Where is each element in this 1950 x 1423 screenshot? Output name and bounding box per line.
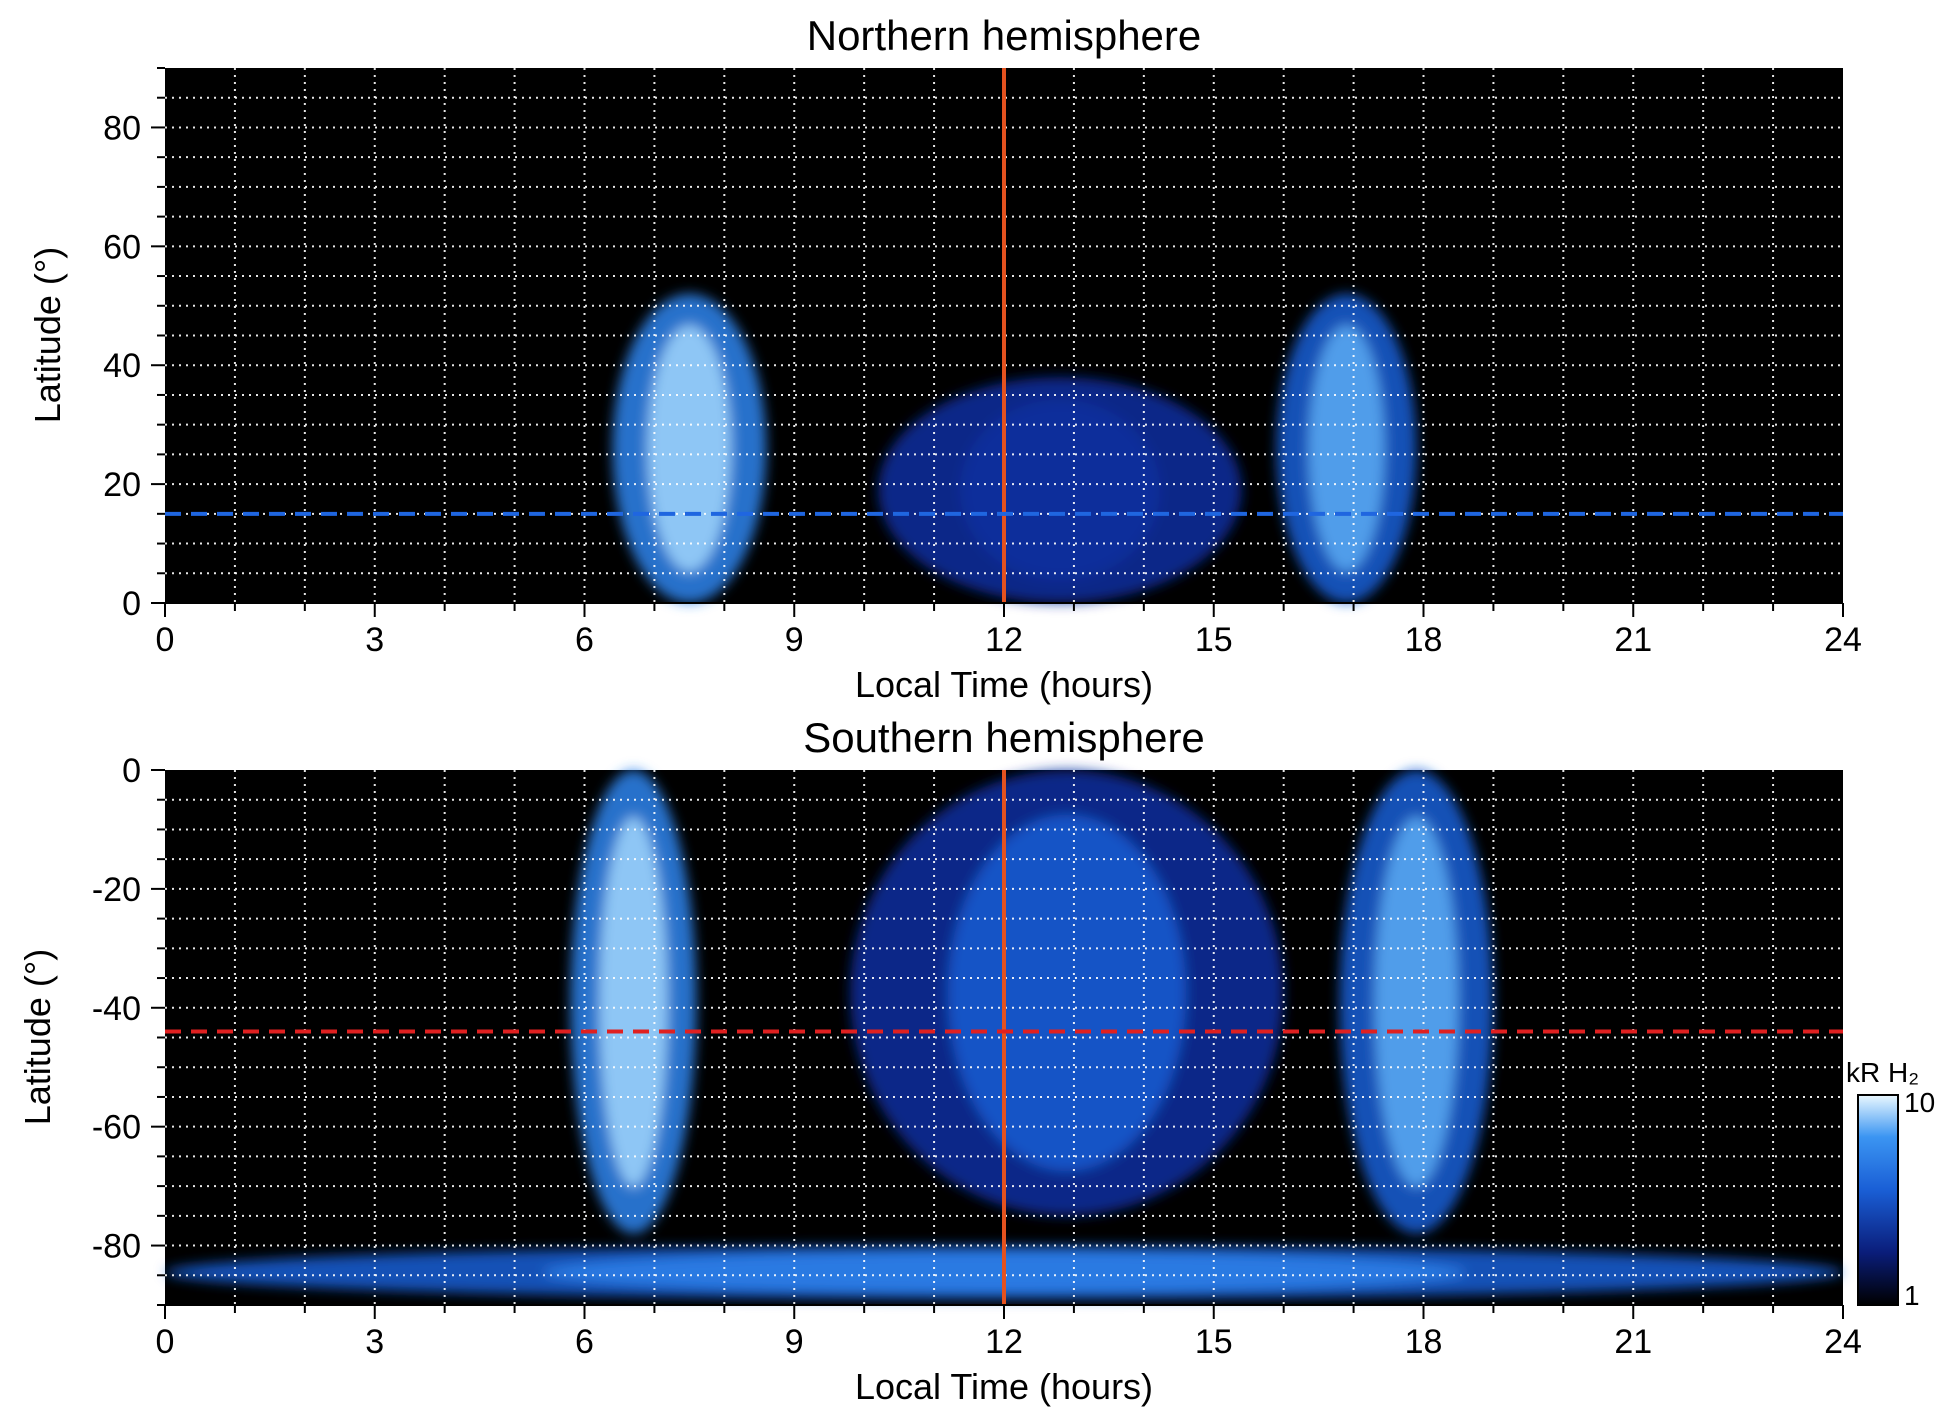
south-panel: Southern hemisphere 0 3 6 9 12 15 18 21 24 0 -20 -4… — [17, 714, 1862, 1407]
north-title: Northern hemisphere — [807, 12, 1202, 59]
south-y-tick-label: -20 — [92, 871, 141, 909]
colorbar-gradient — [1857, 1094, 1899, 1306]
north-panel: Northern hemisphere 0 3 6 9 12 15 18 21 24 0 20 40 6… — [27, 12, 1862, 705]
north-emission-core — [647, 324, 732, 573]
north-reference-lines — [165, 68, 1843, 603]
north-x-tick-label: 21 — [1614, 621, 1652, 659]
north-emission-core — [959, 399, 1160, 581]
north-x-axis-label: Local Time (hours) — [855, 664, 1153, 705]
south-x-tick-label: 24 — [1824, 1323, 1862, 1361]
south-x-tick-label: 12 — [985, 1323, 1023, 1361]
south-emission-core — [598, 816, 669, 1188]
north-x-tick-label: 0 — [156, 621, 175, 659]
north-grid — [165, 68, 1843, 603]
colorbar-unit-label: kR H₂ — [1846, 1057, 1919, 1088]
south-emission-core — [947, 814, 1187, 1172]
colorbar-min-label: 1 — [1904, 1280, 1920, 1311]
north-y-tick-label: 0 — [122, 585, 141, 623]
south-x-tick-label: 15 — [1195, 1323, 1233, 1361]
south-x-tick-label: 6 — [575, 1323, 594, 1361]
south-title: Southern hemisphere — [803, 714, 1205, 761]
north-x-tick-label: 24 — [1824, 621, 1862, 659]
north-axis-ticks: 0 3 6 9 12 15 18 21 24 0 20 40 60 80 — [103, 67, 1862, 659]
north-x-tick-label: 12 — [985, 621, 1023, 659]
north-y-tick-label: 40 — [103, 347, 141, 385]
colorbar-max-label: 10 — [1904, 1087, 1935, 1118]
north-emission-core — [1308, 324, 1386, 573]
north-y-tick-label: 60 — [103, 228, 141, 266]
south-x-tick-label: 21 — [1614, 1323, 1652, 1361]
north-x-tick-label: 9 — [785, 621, 804, 659]
south-x-tick-label: 18 — [1405, 1323, 1443, 1361]
south-y-tick-label: -40 — [92, 990, 141, 1028]
south-y-tick-label: 0 — [122, 752, 141, 790]
south-axis-ticks: 0 3 6 9 12 15 18 21 24 0 -20 -40 -60 -80 — [92, 752, 1862, 1361]
south-y-axis-label: Latitude (°) — [17, 949, 58, 1125]
north-x-tick-label: 3 — [365, 621, 384, 659]
north-x-tick-label: 15 — [1195, 621, 1233, 659]
north-x-tick-label: 18 — [1405, 621, 1443, 659]
north-y-tick-label: 20 — [103, 466, 141, 504]
south-emission-map — [165, 770, 1843, 1300]
south-x-tick-label: 9 — [785, 1323, 804, 1361]
south-x-tick-label: 3 — [365, 1323, 384, 1361]
north-emission-map — [612, 293, 1417, 603]
south-x-tick-label: 0 — [156, 1323, 175, 1361]
north-y-tick-label: 80 — [103, 109, 141, 147]
north-y-axis-label: Latitude (°) — [27, 247, 68, 423]
south-y-tick-label: -80 — [92, 1228, 141, 1266]
north-x-tick-label: 6 — [575, 621, 594, 659]
south-x-axis-label: Local Time (hours) — [855, 1366, 1153, 1407]
south-reference-lines — [165, 770, 1843, 1305]
south-emission-core — [1374, 816, 1459, 1188]
colorbar: kR H₂ 10 1 — [1846, 1057, 1935, 1311]
south-y-tick-label: -60 — [92, 1109, 141, 1147]
